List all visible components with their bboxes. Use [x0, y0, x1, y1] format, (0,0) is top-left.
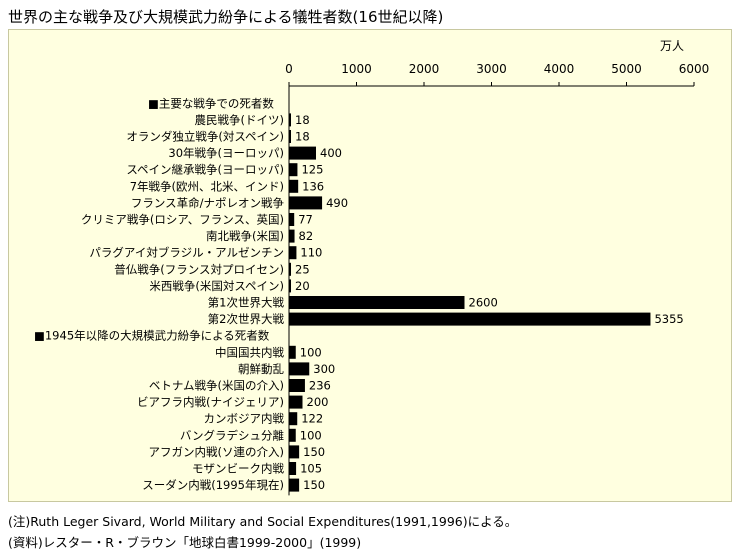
x-tick-label-2: 2000 [409, 62, 440, 76]
category-label-1-0: 中国国共内戦 [215, 345, 284, 359]
value-label-0-7: 82 [299, 229, 314, 243]
bar-1-1 [289, 362, 310, 376]
bar-0-4 [289, 179, 299, 193]
bar-1-5 [289, 428, 296, 442]
category-label-1-8: スーダン内戦(1995年現在) [142, 478, 284, 492]
x-tick-label-6: 6000 [679, 62, 710, 76]
value-label-1-8: 150 [303, 478, 325, 492]
value-label-1-0: 100 [300, 345, 322, 359]
value-label-1-6: 150 [303, 445, 325, 459]
category-label-0-1: オランダ独立戦争(対スペイン) [126, 130, 284, 144]
bar-0-1 [289, 130, 291, 143]
value-label-0-11: 2600 [469, 296, 498, 310]
bar-0-5 [289, 196, 323, 210]
bar-0-10 [289, 279, 291, 293]
value-label-1-7: 105 [300, 462, 322, 476]
value-label-0-3: 125 [301, 163, 323, 177]
value-label-0-9: 25 [295, 262, 310, 276]
value-label-1-4: 122 [301, 412, 323, 426]
note-data: (資料)レスター・R・ブラウン「地球白書1999-2000」(1999) [8, 535, 362, 550]
bar-1-4 [289, 412, 298, 426]
bar-1-3 [289, 395, 303, 409]
category-label-1-5: バングラデシュ分離 [180, 428, 285, 442]
value-label-0-4: 136 [302, 179, 324, 193]
chart-title: 世界の主な戦争及び大規模武力紛争による犠牲者数(16世紀以降) [8, 8, 444, 26]
bar-1-7 [289, 462, 297, 475]
category-label-1-3: ビアフラ内戦(ナイジェリア) [137, 395, 284, 409]
category-label-0-4: 7年戦争(欧州、北米、インド) [130, 179, 284, 193]
category-label-0-0: 農民戦争(ドイツ) [195, 113, 284, 127]
category-label-1-6: アフガン内戦(ソ連の介入) [149, 445, 284, 459]
bar-1-8 [289, 478, 300, 492]
category-label-0-9: 普仏戦争(フランス対プロイセン) [114, 262, 284, 276]
value-label-0-8: 110 [300, 246, 322, 260]
section-label-0: ■主要な戦争での死者数 [148, 96, 274, 110]
category-label-1-1: 朝鮮動乱 [238, 362, 284, 376]
value-label-1-5: 100 [300, 428, 322, 442]
category-label-0-5: フランス革命/ナポレオン戦争 [131, 196, 285, 210]
value-label-0-1: 18 [295, 130, 310, 144]
bar-0-8 [289, 246, 297, 260]
category-label-0-7: 南北戦争(米国) [206, 229, 284, 243]
value-label-0-5: 490 [326, 196, 348, 210]
value-label-0-0: 18 [295, 113, 310, 127]
value-label-0-2: 400 [320, 146, 342, 160]
value-label-0-12: 5355 [654, 312, 683, 326]
category-label-0-8: パラグアイ対ブラジル・アルゼンチン [89, 246, 284, 260]
value-label-0-10: 20 [295, 279, 310, 293]
category-label-0-2: 30年戦争(ヨーロッパ) [168, 146, 284, 160]
bar-0-7 [289, 229, 295, 243]
x-tick-label-0: 0 [285, 62, 293, 76]
bar-0-11 [289, 296, 465, 309]
bar-0-9 [289, 262, 291, 276]
x-tick-label-5: 5000 [611, 62, 642, 76]
category-label-1-2: ベトナム戦争(米国の介入) [149, 379, 284, 393]
value-label-1-3: 200 [307, 395, 329, 409]
unit-label: 万人 [660, 39, 685, 53]
bar-0-2 [289, 146, 316, 160]
bar-0-12 [289, 312, 651, 326]
category-label-0-11: 第1次世界大戦 [208, 296, 285, 310]
chart-frame [8, 29, 732, 502]
value-label-0-6: 77 [298, 213, 313, 227]
category-label-1-4: カンボジア内戦 [204, 412, 285, 426]
bar-1-0 [289, 345, 296, 359]
x-tick-label-1: 1000 [341, 62, 372, 76]
category-label-1-7: モザンビーク内戦 [192, 462, 284, 476]
bar-0-0 [289, 113, 291, 127]
note-source: (注)Ruth Leger Sivard, World Military and… [8, 514, 518, 529]
bar-1-2 [289, 379, 305, 392]
value-label-1-2: 236 [309, 379, 331, 393]
section-label-1: ■1945年以降の大規模武力紛争による死者数 [34, 329, 270, 343]
value-label-1-1: 300 [313, 362, 335, 376]
x-tick-label-4: 4000 [544, 62, 575, 76]
bar-1-6 [289, 445, 300, 459]
bar-0-6 [289, 213, 295, 226]
category-label-0-10: 米西戦争(米国対スペイン) [149, 279, 284, 293]
bar-0-3 [289, 163, 298, 177]
category-label-0-6: クリミア戦争(ロシア、フランス、英国) [81, 213, 284, 227]
category-label-0-12: 第2次世界大戦 [208, 312, 285, 326]
category-label-0-3: スペイン継承戦争(ヨーロッパ) [126, 163, 284, 177]
x-tick-label-3: 3000 [476, 62, 507, 76]
